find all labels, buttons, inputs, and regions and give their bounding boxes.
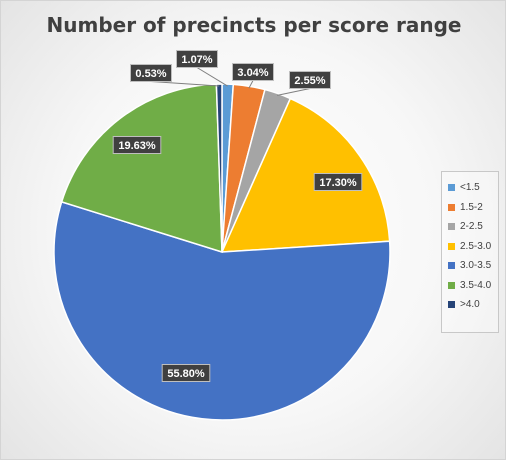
data-label-3: 2.55% [289, 71, 331, 89]
data-label-7: 0.53% [130, 64, 172, 82]
data-label-text: 55.80% [167, 368, 205, 380]
legend-item-4: 2.5-3.0 [448, 237, 498, 257]
legend-item-7: >4.0 [448, 295, 498, 315]
legend-swatch [448, 301, 455, 309]
legend-label: 3.0-3.5 [460, 260, 492, 272]
data-label-text: 17.30% [319, 177, 357, 189]
legend-swatch [448, 281, 455, 289]
legend-swatch [448, 203, 455, 211]
legend-item-3: 2-2.5 [448, 217, 498, 237]
legend-swatch [448, 223, 455, 231]
pie-slice-7 [215, 83, 223, 253]
data-label-6: 19.63% [112, 136, 162, 154]
leader-line-7 [150, 81, 220, 87]
data-label-1: 1.07% [176, 50, 218, 68]
data-label-text: 0.53% [135, 68, 166, 80]
data-label-4: 17.30% [313, 173, 363, 191]
legend-label: <1.5 [460, 182, 480, 194]
leader-line-2 [248, 80, 254, 89]
legend-item-1: <1.5 [448, 178, 498, 198]
data-label-text: 1.07% [181, 54, 212, 66]
legend-label: 2.5-3.0 [460, 240, 492, 252]
legend-swatch [448, 242, 455, 250]
data-label-text: 3.04% [237, 67, 268, 79]
legend-item-6: 3.5-4.0 [448, 276, 498, 296]
leader-lines [150, 67, 311, 96]
legend-label: >4.0 [460, 299, 480, 311]
data-label-box [313, 173, 363, 191]
data-label-box [289, 71, 331, 89]
data-label-5: 55.80% [161, 364, 211, 382]
pie-slice-5 [53, 200, 391, 421]
legend-label: 3.5-4.0 [460, 279, 492, 291]
chart-title: Number of precincts per score range [46, 13, 462, 37]
leader-line-3 [277, 88, 311, 96]
pie-slice-4 [220, 97, 391, 253]
chart-legend: <1.5 1.5-2 2-2.5 2.5-3.0 3.0-3.5 3.5-4.0 >4.0 [441, 171, 499, 333]
data-label-text: 2.55% [294, 75, 325, 87]
legend-label: 1.5-2 [460, 201, 483, 213]
leader-line-1 [196, 67, 228, 87]
pie-slice-6 [60, 83, 223, 254]
pie-slices [53, 83, 391, 421]
data-labels: 1.07% 3.04% 2.55% 17.30% 55.80% 19.63% 0.53% [112, 50, 363, 382]
data-label-text: 19.63% [118, 140, 156, 152]
legend-item-5: 3.0-3.5 [448, 256, 498, 276]
data-label-box [232, 63, 274, 81]
legend-label: 2-2.5 [460, 221, 483, 233]
data-label-box [130, 64, 172, 82]
data-label-box [176, 50, 218, 68]
legend-swatch [448, 262, 455, 270]
legend-swatch [448, 184, 455, 192]
data-label-box [112, 136, 162, 154]
data-label-2: 3.04% [232, 63, 274, 81]
data-label-box [161, 364, 211, 382]
legend-item-2: 1.5-2 [448, 198, 498, 218]
